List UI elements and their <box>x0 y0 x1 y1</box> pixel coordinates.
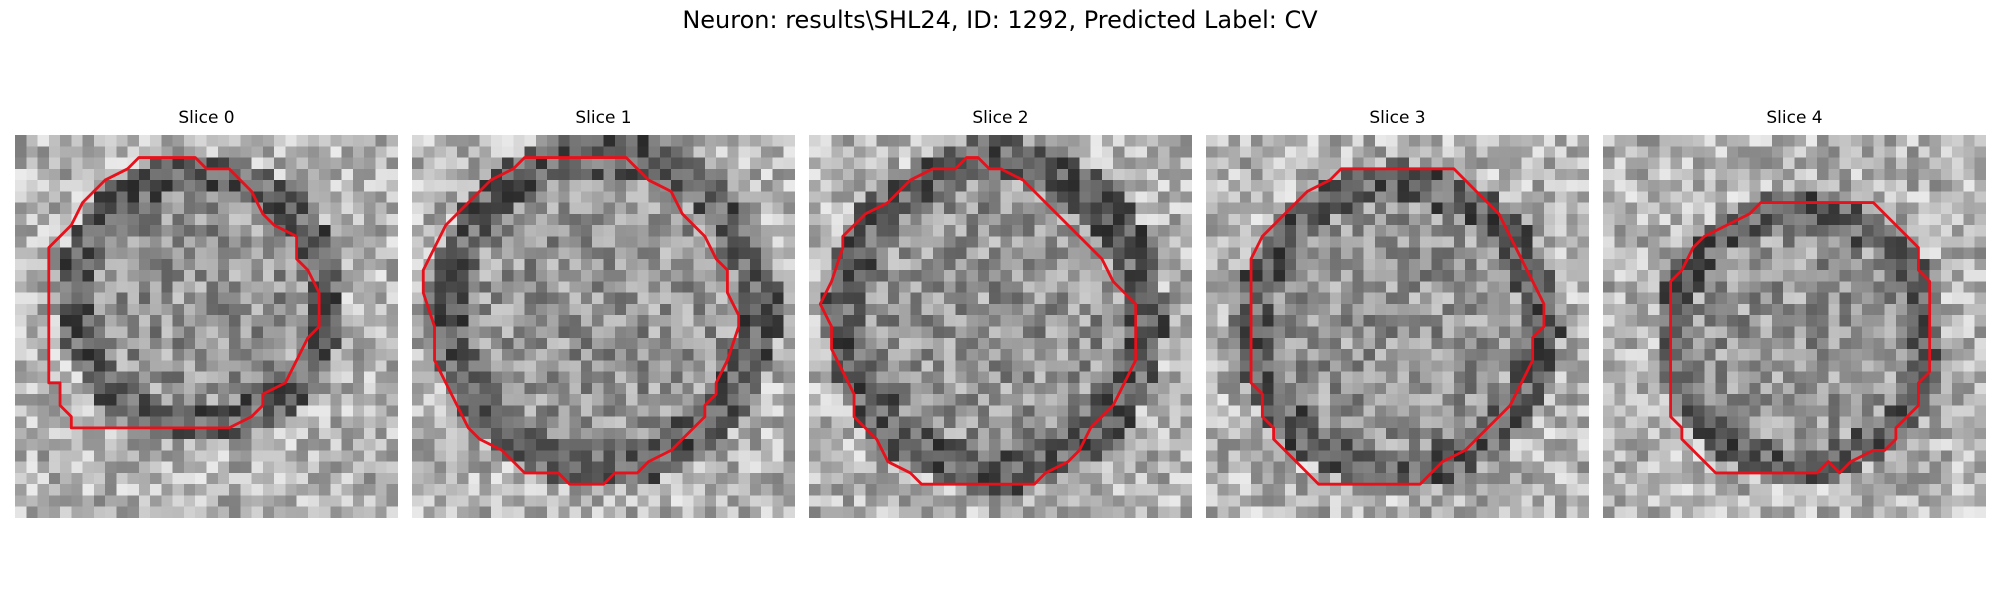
slice-image <box>809 135 1192 518</box>
segmentation-contour <box>1249 167 1546 486</box>
segmentation-contour <box>818 156 1138 486</box>
slice-title: Slice 4 <box>1766 108 1823 128</box>
segmentation-contour <box>421 156 741 486</box>
slice-title: Slice 2 <box>972 108 1029 128</box>
slice-pixels <box>1603 135 1986 518</box>
slice-pixels <box>1206 135 1589 518</box>
slice-image <box>1603 135 1986 518</box>
slice-title: Slice 3 <box>1369 108 1426 128</box>
slice-image <box>1206 135 1589 518</box>
slice-image <box>15 135 398 518</box>
slice-pixels <box>15 135 398 518</box>
slice-pixels <box>809 135 1192 518</box>
segmentation-contour <box>1669 201 1932 475</box>
slice-title: Slice 0 <box>178 108 235 128</box>
figure-title: Neuron: results\SHL24, ID: 1292, Predict… <box>682 6 1318 34</box>
slice-pixels <box>412 135 795 518</box>
segmentation-contour <box>47 156 321 430</box>
slice-image <box>412 135 795 518</box>
slice-title: Slice 1 <box>575 108 632 128</box>
